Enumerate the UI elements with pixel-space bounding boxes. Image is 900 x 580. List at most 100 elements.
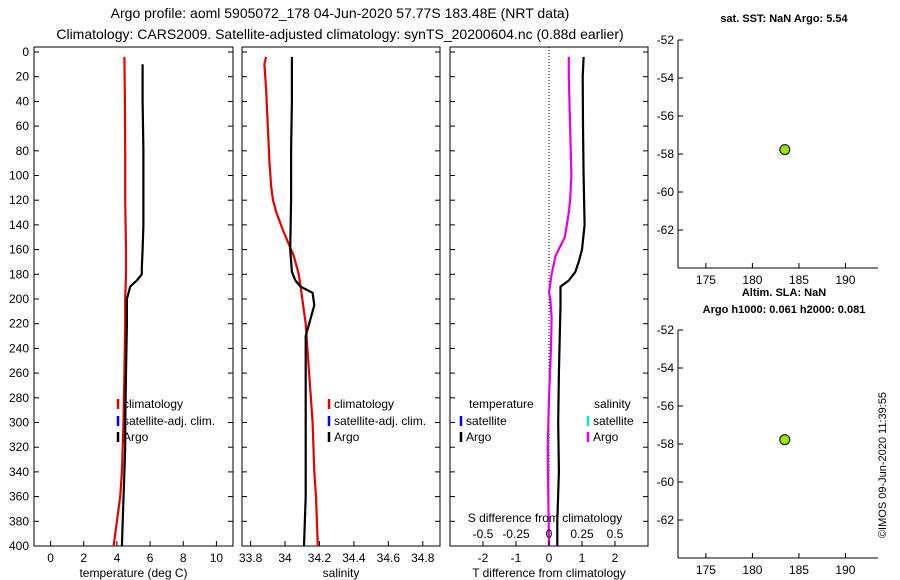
difference-xtick-label: -1: [511, 551, 522, 565]
salinity-axes-frame: [241, 46, 441, 547]
temperature-ytick-label: 400: [9, 539, 29, 553]
difference-xtick-label: -2: [478, 551, 489, 565]
temperature-panel: 0 2 4 6 8 10020406080100120140160180200220240…: [9, 45, 234, 580]
difference-x2tick-label: 0.5: [607, 527, 624, 541]
difference-x2label: S difference from climatology: [468, 511, 623, 525]
temperature-xtick-label: 2: [80, 551, 87, 565]
difference-xtick-label: 1: [579, 551, 586, 565]
imos-watermark: ©IMOS 09-Jun-2020 11:39:55: [877, 392, 889, 538]
sla-location-panel: -52 -54 -56 -58 -60 -62 175 180 185 190 Altim. SLA…: [657, 287, 878, 577]
temperature-xtick-label: 0: [47, 551, 54, 565]
temperature-ytick-label: 340: [9, 465, 29, 479]
sla-map-subtitle: Argo h1000: 0.061 h2000: 0.081: [703, 304, 866, 316]
salinity-xlabel: salinity: [323, 566, 360, 580]
sst-map-xtick-label: 180: [742, 273, 762, 287]
temperature-climatology-line: [112, 56, 128, 547]
temperature-ytick-label: 180: [9, 267, 29, 281]
sla-map-ytick-label: -60: [657, 475, 675, 489]
temperature-ytick-label: 100: [9, 169, 29, 183]
difference-legend-s-title: salinity: [594, 397, 631, 411]
sst-map-ytick-label: -52: [657, 33, 675, 47]
sst-map-xtick-label: 175: [696, 273, 716, 287]
salinity-xtick-label: 34.8: [411, 551, 435, 565]
sla-map-xtick-label: 185: [789, 563, 809, 577]
temperature-axes-frame: [33, 46, 234, 547]
difference-s-legend-label: satellite: [593, 414, 634, 428]
sla-map-argo-location-point: [779, 434, 791, 446]
title-line-1: Argo profile: aoml 5905072_178 04-Jun-20…: [111, 5, 570, 21]
temperature-legend-label: Argo: [123, 430, 149, 444]
difference-panel: -2 -1 0 1 2T difference from climatology S di…: [449, 46, 649, 580]
sla-map-xtick-label: 180: [742, 563, 762, 577]
difference-t-legend-label: Argo: [466, 430, 492, 444]
temperature-ytick-label: 320: [9, 440, 29, 454]
difference-s-legend-label: Argo: [593, 430, 619, 444]
temperature-xtick-label: 8: [180, 551, 187, 565]
sst-map-ytick-label: -58: [657, 147, 675, 161]
temperature-difference-line: [556, 56, 586, 546]
temperature-ytick-label: 260: [9, 366, 29, 380]
salinity-legend-label: Argo: [334, 430, 360, 444]
sla-map-ytick-label: -58: [657, 437, 675, 451]
sst-map-ytick-label: -62: [657, 223, 675, 237]
salinity-panel: 33.8 34 34.2 34.4 34.6 34.8 salinity climatolog…: [239, 46, 441, 580]
temperature-ytick-label: 380: [9, 514, 29, 528]
temperature-ytick-label: 280: [9, 391, 29, 405]
difference-x2tick-label: -0.25: [502, 527, 530, 541]
temperature-ytick-label: 160: [9, 243, 29, 257]
temperature-ytick-label: 200: [9, 292, 29, 306]
salinity-xtick-label: 33.8: [239, 551, 263, 565]
temperature-ytick-label: 60: [16, 119, 30, 133]
salinity-argo-line: [289, 56, 316, 547]
difference-xtick-label: 0: [546, 551, 553, 565]
salinity-legend-label: climatology: [334, 397, 394, 411]
sst-location-panel: -52 -54 -56 -58 -60 -62 175 180 185 190 sat. SST: …: [657, 13, 878, 287]
sst-map-ytick-label: -54: [657, 71, 675, 85]
sla-map-ytick-label: -52: [657, 323, 675, 337]
sla-map-xtick-label: 175: [696, 563, 716, 577]
difference-x2tick-label: -0.5: [473, 527, 494, 541]
difference-x2tick-label: 0: [546, 527, 553, 541]
salinity-climatology-line: [263, 56, 319, 547]
temperature-ytick-label: 240: [9, 341, 29, 355]
sst-map-ytick-label: -56: [657, 109, 675, 123]
sst-map-argo-location-point: [779, 144, 791, 156]
temperature-xtick-label: 10: [210, 551, 224, 565]
temperature-legend-label: satellite-adj. clim.: [123, 414, 215, 428]
temperature-xtick-label: 4: [114, 551, 121, 565]
salinity-xtick-label: 34.4: [342, 551, 366, 565]
temperature-argo-line: [120, 64, 145, 547]
temperature-ytick-label: 20: [16, 70, 30, 84]
sla-map-ytick-label: -54: [657, 361, 675, 375]
sla-map-title: Altim. SLA: NaN: [742, 287, 826, 299]
sla-map-ytick-label: -62: [657, 513, 675, 527]
temperature-ytick-label: 220: [9, 317, 29, 331]
temperature-ytick-label: 0: [22, 45, 29, 59]
salinity-xtick-label: 34.6: [377, 551, 401, 565]
sst-map-ytick-label: -60: [657, 185, 675, 199]
sla-map-ytick-label: -56: [657, 399, 675, 413]
temperature-xtick-label: 6: [147, 551, 154, 565]
temperature-ytick-label: 120: [9, 193, 29, 207]
difference-xtick-label: 2: [612, 551, 619, 565]
sst-map-xtick-label: 190: [835, 273, 855, 287]
sst-map-title: sat. SST: NaN Argo: 5.54: [720, 13, 848, 25]
difference-xlabel: T difference from climatology: [472, 566, 626, 580]
salinity-xtick-label: 34.2: [308, 551, 332, 565]
salinity-legend-label: satellite-adj. clim.: [334, 414, 426, 428]
temperature-xlabel: temperature (deg C): [79, 566, 187, 580]
temperature-ytick-label: 300: [9, 416, 29, 430]
difference-x2tick-label: 0.25: [570, 527, 594, 541]
temperature-legend-label: climatology: [123, 397, 183, 411]
salinity-xtick-label: 34: [278, 551, 292, 565]
temperature-ytick-label: 360: [9, 490, 29, 504]
difference-legend-t-title: temperature: [469, 397, 534, 411]
temperature-ytick-label: 40: [16, 94, 30, 108]
sst-map-xtick-label: 185: [789, 273, 809, 287]
sla-map-xtick-label: 190: [835, 563, 855, 577]
title-line-2: Climatology: CARS2009. Satellite-adjuste…: [56, 26, 623, 42]
temperature-ytick-label: 80: [16, 144, 30, 158]
salinity-difference-line: [546, 56, 573, 547]
difference-t-legend-label: satellite: [466, 414, 507, 428]
